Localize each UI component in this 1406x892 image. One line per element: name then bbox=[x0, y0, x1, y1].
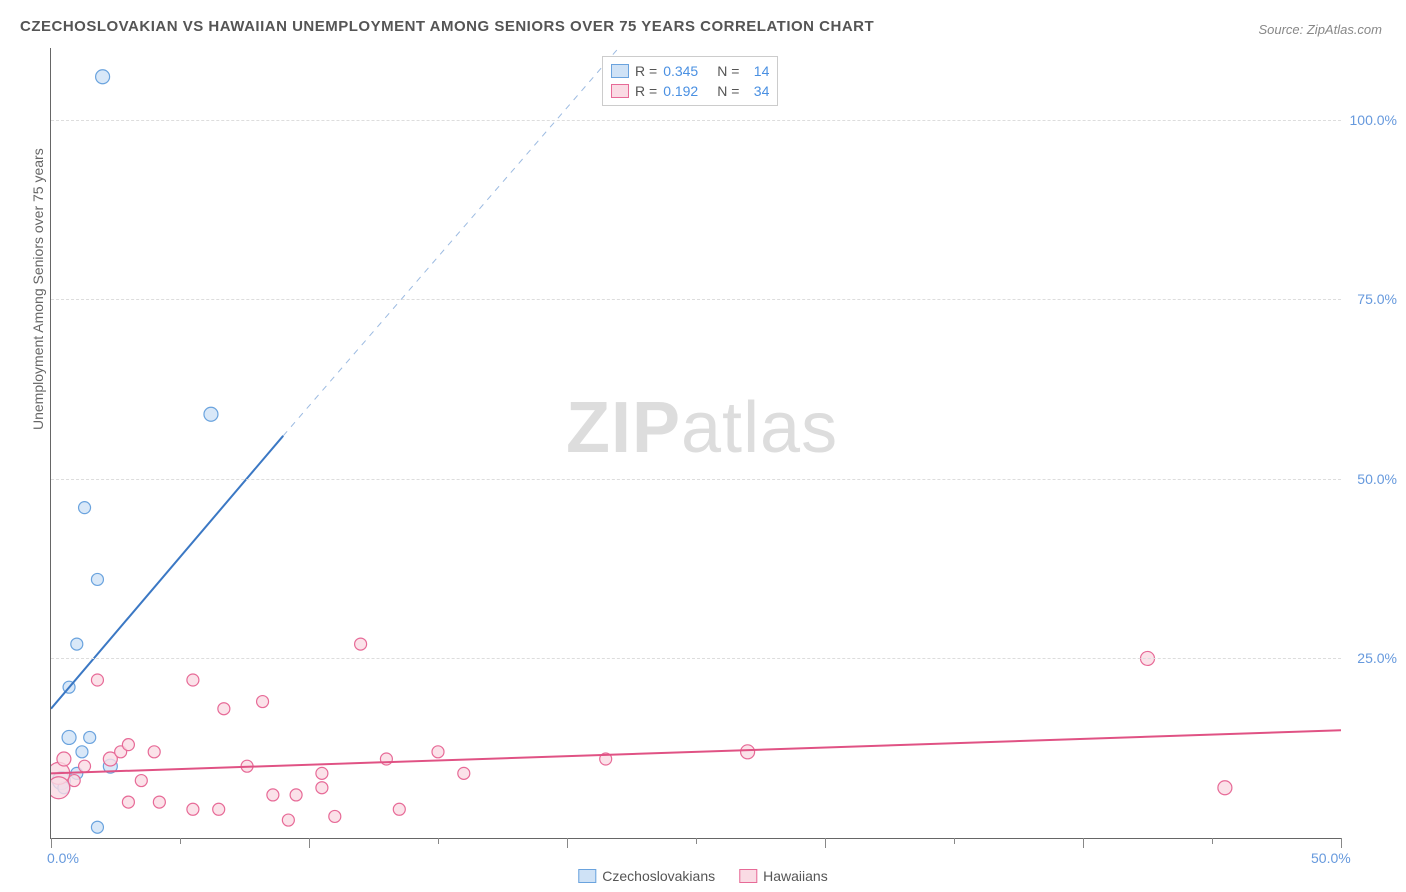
data-point bbox=[741, 745, 755, 759]
r-value: 0.192 bbox=[663, 83, 711, 99]
source-name: ZipAtlas.com bbox=[1307, 22, 1382, 37]
data-point bbox=[393, 803, 405, 815]
r-label: R = bbox=[635, 83, 657, 99]
grid-line bbox=[51, 120, 1341, 121]
data-point bbox=[76, 746, 88, 758]
x-axis-legend: Czechoslovakians Hawaiians bbox=[578, 868, 827, 884]
data-point bbox=[153, 796, 165, 808]
data-point bbox=[51, 777, 70, 799]
n-value: 34 bbox=[745, 83, 769, 99]
n-label: N = bbox=[717, 63, 739, 79]
data-point bbox=[96, 70, 110, 84]
data-point bbox=[204, 407, 218, 421]
legend-swatch bbox=[578, 869, 596, 883]
r-label: R = bbox=[635, 63, 657, 79]
data-point bbox=[135, 775, 147, 787]
data-point bbox=[218, 703, 230, 715]
chart-svg bbox=[51, 48, 1341, 838]
data-point bbox=[84, 731, 96, 743]
source-prefix: Source: bbox=[1258, 22, 1306, 37]
data-point bbox=[62, 730, 76, 744]
data-point bbox=[329, 810, 341, 822]
legend-label: Hawaiians bbox=[763, 868, 828, 884]
data-point bbox=[316, 782, 328, 794]
data-point bbox=[187, 674, 199, 686]
x-tick bbox=[1341, 838, 1342, 848]
regression-line bbox=[51, 730, 1341, 773]
data-point bbox=[91, 821, 103, 833]
x-tick bbox=[309, 838, 310, 848]
source-attribution: Source: ZipAtlas.com bbox=[1258, 22, 1382, 37]
y-tick-label: 100.0% bbox=[1350, 112, 1397, 128]
data-point bbox=[432, 746, 444, 758]
data-point bbox=[1218, 781, 1232, 795]
data-point bbox=[316, 767, 328, 779]
data-point bbox=[122, 796, 134, 808]
data-point bbox=[57, 752, 71, 766]
x-tick-label: 50.0% bbox=[1311, 850, 1351, 866]
r-value: 0.345 bbox=[663, 63, 711, 79]
legend-item: Czechoslovakians bbox=[578, 868, 715, 884]
x-tick bbox=[567, 838, 568, 848]
series-swatch bbox=[611, 84, 629, 98]
chart-plot-area: ZIPatlas 25.0%50.0%75.0%100.0%0.0%50.0% bbox=[50, 48, 1341, 839]
grid-line bbox=[51, 299, 1341, 300]
data-point bbox=[282, 814, 294, 826]
legend-item: Hawaiians bbox=[739, 868, 828, 884]
data-point bbox=[290, 789, 302, 801]
x-tick bbox=[954, 838, 955, 844]
stat-row: R = 0.345 N = 14 bbox=[611, 61, 769, 81]
y-axis-label: Unemployment Among Seniors over 75 years bbox=[30, 148, 46, 430]
data-point bbox=[68, 775, 80, 787]
data-point bbox=[71, 638, 83, 650]
data-point bbox=[187, 803, 199, 815]
legend-label: Czechoslovakians bbox=[602, 868, 715, 884]
data-point bbox=[79, 760, 91, 772]
y-tick-label: 50.0% bbox=[1357, 471, 1397, 487]
series-swatch bbox=[611, 64, 629, 78]
data-point bbox=[148, 746, 160, 758]
x-tick bbox=[1083, 838, 1084, 848]
y-tick-label: 25.0% bbox=[1357, 650, 1397, 666]
data-point bbox=[91, 674, 103, 686]
data-point bbox=[355, 638, 367, 650]
data-point bbox=[213, 803, 225, 815]
x-tick bbox=[696, 838, 697, 844]
chart-title: CZECHOSLOVAKIAN VS HAWAIIAN UNEMPLOYMENT… bbox=[20, 18, 874, 35]
x-tick bbox=[825, 838, 826, 848]
grid-line bbox=[51, 479, 1341, 480]
n-label: N = bbox=[717, 83, 739, 99]
data-point bbox=[257, 696, 269, 708]
x-tick bbox=[180, 838, 181, 844]
data-point bbox=[79, 502, 91, 514]
data-point bbox=[122, 739, 134, 751]
legend-swatch bbox=[739, 869, 757, 883]
grid-line bbox=[51, 658, 1341, 659]
data-point bbox=[267, 789, 279, 801]
x-tick bbox=[1212, 838, 1213, 844]
stat-row: R = 0.192 N = 34 bbox=[611, 81, 769, 101]
x-tick-label: 0.0% bbox=[47, 850, 79, 866]
data-point bbox=[458, 767, 470, 779]
regression-line bbox=[51, 436, 283, 709]
x-tick bbox=[438, 838, 439, 844]
y-tick-label: 75.0% bbox=[1357, 291, 1397, 307]
correlation-stat-box: R = 0.345 N = 14 R = 0.192 N = 34 bbox=[602, 56, 778, 106]
data-point bbox=[91, 573, 103, 585]
x-tick bbox=[51, 838, 52, 848]
regression-line-extend bbox=[283, 48, 618, 436]
n-value: 14 bbox=[745, 63, 769, 79]
